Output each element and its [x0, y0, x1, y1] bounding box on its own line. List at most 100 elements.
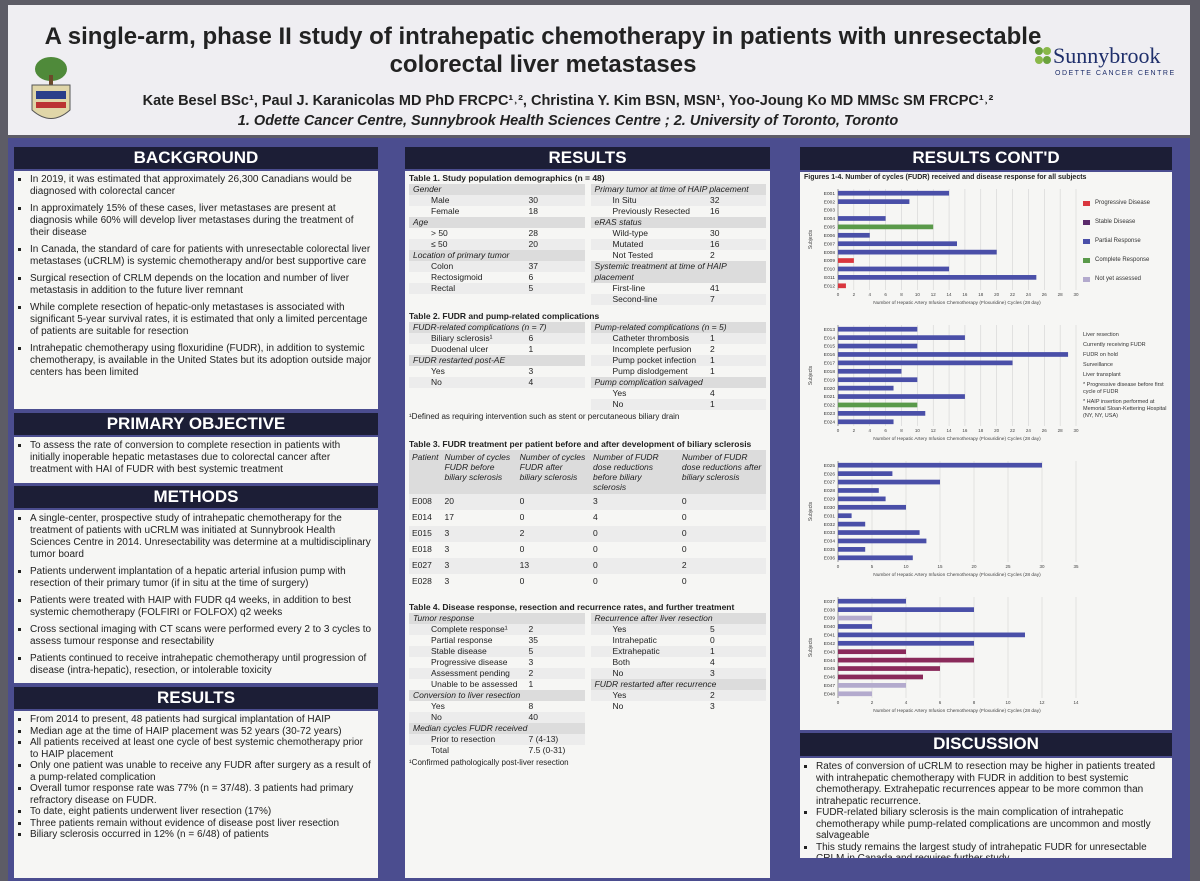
table: Table 4. Disease response, resection and… — [405, 600, 770, 769]
x-tick-label: 10 — [915, 292, 921, 297]
row-value: 2 — [710, 344, 715, 354]
table-caption: Table 2. FUDR and pump-related complicat… — [409, 311, 600, 321]
row-value: 4 — [710, 388, 715, 398]
x-tick-label: 0 — [837, 700, 840, 705]
y-tick-label: E005 — [824, 225, 836, 231]
row-label: Assessment pending — [431, 668, 510, 678]
table-cell: 0 — [681, 576, 687, 586]
y-tick-label: E012 — [824, 283, 836, 289]
y-tick-label: E041 — [824, 633, 836, 639]
row-label: Both — [612, 657, 631, 667]
bar — [838, 402, 918, 408]
x-tick-label: 14 — [1073, 700, 1079, 705]
bar — [838, 394, 965, 399]
table: Table 2. FUDR and pump-related complicat… — [405, 309, 770, 423]
table-row: Complete response¹ 2 — [409, 624, 585, 635]
row-label: No — [431, 377, 442, 387]
row-label: No — [612, 668, 624, 678]
legend-item: Not yet assessed — [1083, 276, 1168, 282]
bar — [838, 666, 940, 671]
table-row: Partial response 35 — [409, 635, 585, 646]
row-label: Complete response¹ — [431, 624, 508, 634]
y-tick-label: E026 — [824, 471, 836, 477]
column-header: Number of FUDR dose reductions before bi… — [590, 450, 679, 494]
row-value: 3 — [710, 668, 715, 678]
bar — [838, 555, 913, 561]
row-value: 0 — [710, 635, 715, 645]
row-label: Yes — [612, 690, 627, 700]
y-tick-label: E015 — [824, 344, 836, 350]
group-label: Location of primary tumor — [413, 250, 510, 260]
legend-label: Partial Response — [1095, 238, 1141, 244]
bullet: Surgical resection of CRLM depends on th… — [30, 273, 372, 297]
bullet: To date, eight patients underwent liver … — [30, 806, 372, 818]
table-cell: E008 — [409, 494, 442, 510]
section-heading: RESULTS — [405, 147, 770, 169]
table-cell: 0 — [681, 512, 687, 522]
legend-item: Complete Response — [1083, 257, 1168, 263]
group-row: FUDR restarted post-AE — [409, 355, 585, 366]
table-cell: 0 — [519, 544, 525, 554]
row-label: Second-line — [612, 294, 658, 304]
table-row: Colon 37 — [409, 261, 585, 272]
table-row: Unable to be assessed 1 — [409, 679, 585, 690]
table-cell: E018 — [412, 544, 432, 554]
group-row: Location of primary tumor — [409, 250, 585, 261]
row-label: Yes — [612, 388, 627, 398]
group-row: Systemic treatment at time of HAIP place… — [590, 261, 766, 283]
bar — [838, 640, 974, 646]
bar — [838, 335, 965, 340]
y-tick-label: E023 — [824, 411, 836, 417]
row-label: Extrahepatic — [612, 646, 660, 656]
y-tick-label: E038 — [824, 607, 836, 613]
table-cell: 2 — [516, 526, 591, 542]
bullet: This study remains the largest study of … — [816, 842, 1166, 859]
y-tick-label: E007 — [824, 241, 836, 247]
row-value: 3 — [710, 701, 715, 711]
row-label: Pump pocket infection — [612, 355, 697, 365]
y-tick-label: E002 — [824, 199, 836, 205]
table-row: No 1 — [590, 399, 766, 410]
table-row: Female 18 — [409, 206, 585, 217]
y-tick-label: E022 — [824, 403, 836, 409]
table-row: Duodenal ulcer 1 — [409, 344, 585, 355]
table-cell: 0 — [590, 526, 679, 542]
column-header: Number of cycles FUDR before biliary scl… — [441, 450, 517, 494]
x-tick-label: 10 — [1005, 700, 1011, 705]
y-tick-label: E032 — [824, 522, 836, 528]
column-header: Number of FUDR dose reductions after bil… — [678, 450, 766, 494]
row-label: Yes — [431, 366, 445, 376]
bar — [838, 683, 906, 688]
y-axis-label: Subjects — [808, 229, 814, 249]
bar — [838, 190, 950, 196]
table-row: ≤ 50 20 — [409, 239, 585, 250]
table-row: Prior to resection 7 (4-13) — [409, 734, 585, 745]
x-tick-label: 18 — [978, 428, 984, 433]
row-value: 18 — [528, 206, 538, 216]
y-tick-label: E001 — [824, 191, 836, 197]
x-tick-label: 10 — [915, 428, 921, 433]
row-value: 1 — [528, 344, 534, 354]
affiliations: 1. Odette Cancer Centre, Sunnybrook Heal… — [237, 113, 899, 129]
bar-chart: 0 2 4 6 8 10 12 14 16 18 20 22 24 26 28 30E013E014E015E… — [808, 325, 1079, 442]
section-body: In 2019, it was estimated that approxima… — [14, 171, 378, 409]
y-tick-label: E028 — [824, 488, 836, 494]
table-cell: 0 — [516, 494, 591, 510]
y-tick-label: E021 — [824, 394, 836, 400]
table-cell: 0 — [593, 544, 598, 554]
bullet: Patients underwent implantation of a hep… — [30, 566, 372, 590]
group-row: eRAS status — [590, 217, 766, 228]
section-body: From 2014 to present, 48 patients had su… — [14, 711, 378, 878]
row-label: Yes — [612, 624, 627, 634]
y-axis-label: Subjects — [808, 365, 814, 385]
row-value: 30 — [710, 228, 720, 238]
row-label: Not Tested — [612, 250, 653, 260]
bullet: Median age at the time of HAIP placement… — [30, 726, 372, 738]
y-tick-label: E033 — [824, 530, 836, 536]
row-value: 2 — [528, 624, 534, 634]
symbol-legend-item: Liver transplant — [1083, 372, 1121, 378]
legend: Progressive Disease Stable Disease Partial… — [1083, 200, 1168, 295]
symbol-legend-item: Surveillance — [1083, 362, 1113, 368]
table-row: Pump pocket infection 1 — [590, 355, 766, 366]
x-tick-label: 2 — [853, 292, 856, 297]
